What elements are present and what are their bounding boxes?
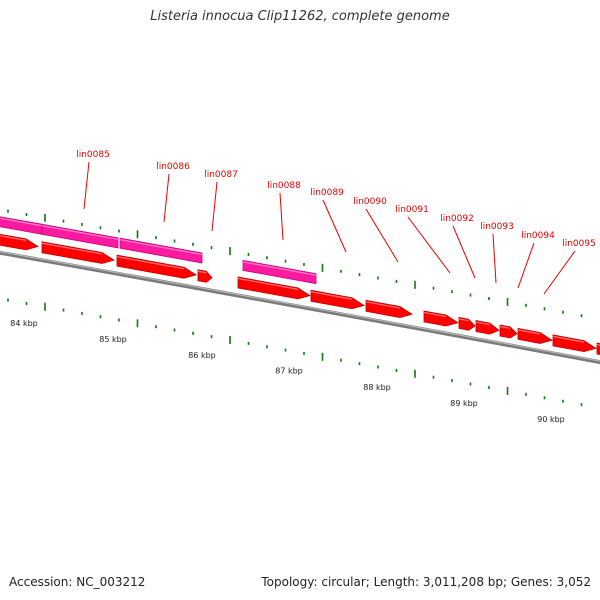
accession-text: Accession: NC_003212: [9, 575, 146, 589]
cds-gene: [517, 327, 553, 344]
gene-label: lin0091: [395, 205, 429, 215]
leader-line: [163, 173, 170, 223]
cds-gene-shape: [499, 324, 518, 339]
cds-gene: [197, 269, 213, 283]
rna-segment-shape: [242, 259, 317, 285]
leader-line: [365, 208, 399, 263]
leader-line: [322, 199, 347, 253]
leader-line: [543, 250, 576, 295]
gene-label: lin0095: [562, 239, 596, 249]
rna-segment-shine: [242, 261, 317, 276]
scale-labels: 84 kbp 85 kbp 86 kbp 87 kbp 88 kbp 89 kbp 90 k…: [10, 319, 565, 424]
gene-label: lin0088: [267, 181, 301, 191]
scale-label: 90 kbp: [537, 415, 565, 424]
minor-ticks: [7, 209, 583, 407]
gene-label: lin0093: [480, 222, 514, 232]
rna-segment-shape: [41, 223, 119, 249]
leader-line: [279, 192, 284, 241]
leader-line: [517, 242, 535, 289]
genome-backbone: [0, 250, 600, 365]
gene-label: lin0089: [310, 188, 344, 198]
cds-gene: [237, 276, 311, 300]
leader-line: [83, 161, 90, 210]
cds-gene: [423, 310, 459, 327]
cds-gene-shape: [0, 233, 39, 251]
gene-label: lin0094: [521, 231, 555, 241]
cds-gene-shape: [237, 276, 311, 300]
cds-gene: [475, 320, 500, 335]
gene-labels: lin0085 lin0086 lin0087 lin0088 lin0089 lin00…: [76, 150, 596, 249]
cds-gene-shine: [0, 235, 27, 241]
cds-gene: [365, 299, 413, 318]
cds-gene-shape: [365, 299, 413, 318]
cds-gene-shine: [197, 270, 207, 274]
cds-gene: [499, 324, 518, 339]
cds-gene-shine: [499, 325, 511, 329]
gene-label: lin0092: [440, 214, 474, 224]
rna-segment-shape: [119, 237, 203, 264]
cds-gene-shape: [116, 254, 197, 279]
cds-gene-shape: [423, 310, 459, 327]
cds-gene: [552, 334, 597, 353]
rna-segment: [242, 259, 317, 285]
cds-gene-shine: [365, 301, 401, 309]
scale-label: 89 kbp: [450, 399, 478, 408]
leader-line: [452, 225, 476, 279]
backbone-highlight: [0, 251, 600, 362]
cds-gene-shine: [517, 329, 541, 335]
leader-line: [407, 216, 451, 274]
scale-label: 85 kbp: [99, 335, 127, 344]
cds-gene-shape: [475, 320, 500, 335]
scale-label: 84 kbp: [10, 319, 38, 328]
gene-label: lin0085: [76, 150, 110, 160]
gene-label: lin0090: [353, 197, 387, 207]
cds-track: [0, 233, 600, 356]
scale-label: 87 kbp: [275, 367, 303, 376]
cds-gene-shape: [458, 316, 476, 331]
cds-gene-shape: [41, 241, 115, 264]
cds-gene-shine: [41, 242, 103, 255]
gene-leaders: [83, 161, 576, 295]
rna-segment: [41, 223, 119, 249]
cds-gene-shine: [237, 277, 299, 290]
rna-segment-shine: [119, 239, 203, 256]
gene-label: lin0086: [156, 162, 190, 172]
genome-title: Listeria innocua Clip11262, complete gen…: [150, 9, 450, 24]
cds-gene-shine: [116, 256, 185, 270]
rna-segment-shine: [41, 225, 119, 240]
cds-gene-shine: [596, 343, 600, 346]
cds-gene-shape: [596, 342, 600, 356]
scale-label: 88 kbp: [363, 383, 391, 392]
cds-gene: [0, 233, 39, 251]
cds-gene-shine: [552, 335, 585, 343]
gene-label: lin0087: [204, 170, 238, 180]
cds-gene: [310, 289, 365, 310]
scale-label: 86 kbp: [188, 351, 216, 360]
cds-gene-shine: [310, 291, 353, 300]
genome-summary: Topology: circular; Length: 3,011,208 bp…: [261, 575, 591, 589]
rna-segment: [119, 237, 203, 264]
cds-gene: [41, 241, 115, 264]
cds-gene: [116, 254, 197, 279]
cds-gene-shine: [423, 311, 447, 318]
cds-gene-shine: [458, 318, 469, 322]
cds-gene-shape: [197, 269, 213, 283]
rna-segment: [0, 216, 43, 235]
cds-gene: [458, 316, 476, 331]
cds-gene-shape: [310, 289, 365, 310]
cds-gene-shape: [517, 327, 553, 344]
rna-track: [0, 216, 317, 285]
cds-gene-shape: [552, 334, 597, 353]
leader-line: [211, 181, 218, 232]
leader-line: [492, 233, 497, 284]
backbone-line: [0, 250, 600, 365]
rna-segment-shine: [0, 217, 43, 227]
cds-gene-shine: [475, 321, 490, 326]
cds-gene: [596, 342, 600, 356]
